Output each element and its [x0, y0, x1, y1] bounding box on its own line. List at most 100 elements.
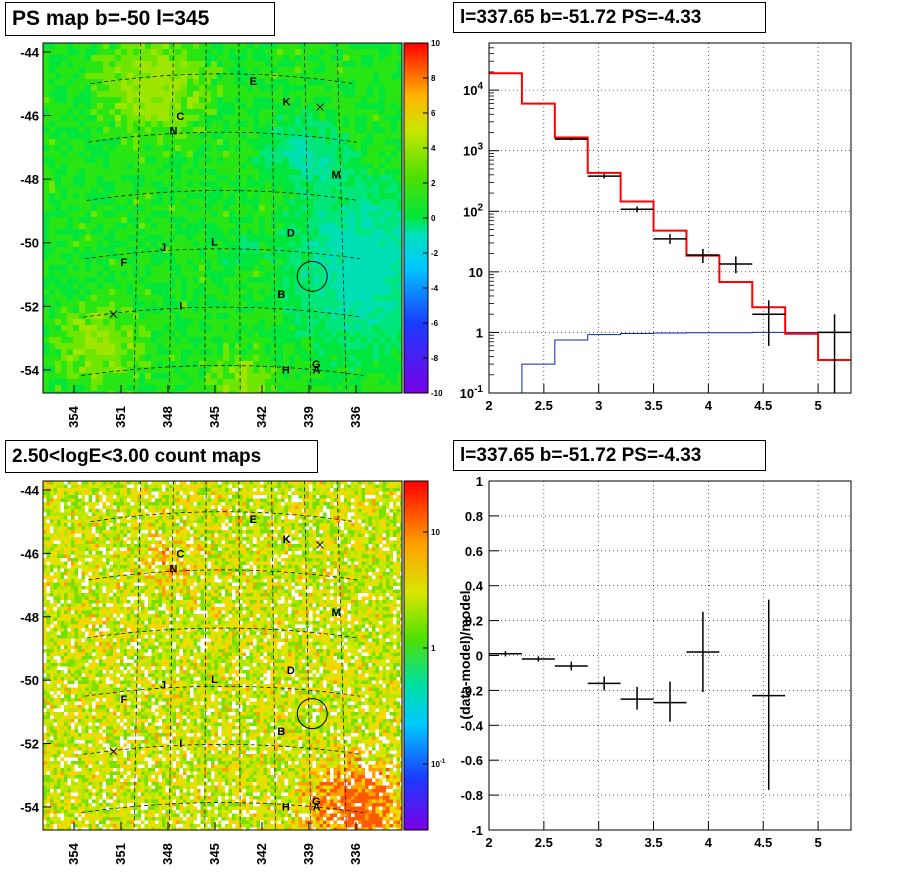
map-cell — [283, 277, 290, 284]
map-cell — [295, 509, 299, 513]
map-cell — [337, 319, 344, 326]
map-cell — [55, 79, 62, 86]
map-cell — [343, 373, 350, 380]
map-cell — [319, 109, 326, 116]
map-cell — [277, 379, 284, 386]
map-cell — [123, 498, 128, 503]
map-cell — [88, 523, 93, 527]
map-cell — [343, 271, 350, 278]
map-cell — [367, 265, 374, 272]
map-cell — [127, 109, 134, 116]
map-cell — [313, 301, 320, 308]
map-cell — [241, 385, 248, 392]
map-cell — [169, 211, 176, 218]
map-cell — [115, 247, 122, 254]
map-cell — [85, 121, 92, 128]
map-cell — [99, 523, 103, 527]
map-cell — [223, 163, 230, 170]
map-cell — [181, 109, 188, 116]
y-tick-label: 104 — [463, 81, 483, 98]
map-cell — [43, 193, 50, 200]
map-cell — [53, 484, 58, 489]
map-cell — [73, 157, 80, 164]
map-cell — [379, 367, 386, 374]
map-cell — [97, 85, 104, 92]
map-cell — [397, 265, 402, 272]
map-cell — [175, 61, 182, 68]
map-cell — [187, 307, 194, 314]
map-cell — [109, 163, 116, 170]
map-cell — [235, 163, 242, 170]
map-cell — [49, 241, 56, 248]
map-cell — [386, 505, 390, 510]
map-cell — [61, 55, 68, 62]
map-cell — [121, 175, 128, 182]
map-cell — [127, 169, 134, 176]
map-cell — [259, 115, 266, 122]
map-cell — [145, 325, 152, 332]
map-cell — [43, 127, 50, 134]
x-tick-label: 4 — [705, 398, 713, 413]
map-cell — [163, 367, 170, 374]
map-cell — [85, 391, 92, 393]
map-cell — [235, 283, 242, 290]
map-cell — [57, 509, 61, 513]
map-cell — [79, 211, 86, 218]
map-cell — [217, 139, 224, 146]
map-cell — [163, 103, 170, 110]
spectrum-plot-area — [489, 43, 851, 393]
map-cell — [43, 85, 50, 92]
map-cell — [349, 259, 356, 266]
map-cell — [253, 509, 257, 513]
map-cell — [43, 73, 50, 80]
map-cell — [73, 127, 80, 134]
map-cell — [53, 516, 58, 520]
map-cell — [397, 175, 402, 182]
map-cell — [355, 109, 362, 116]
map-cell — [91, 307, 98, 314]
map-cell — [169, 509, 173, 513]
map-cell — [344, 509, 348, 513]
map-cell — [319, 325, 326, 332]
map-cell — [325, 127, 332, 134]
map-cell — [43, 373, 50, 380]
map-cell — [145, 379, 152, 386]
map-cell — [349, 187, 356, 194]
map-cell — [307, 199, 314, 206]
map-cell — [121, 379, 128, 386]
map-cell — [43, 512, 47, 517]
map-cell — [55, 163, 62, 170]
map-cell — [97, 67, 104, 74]
map-cell — [205, 235, 212, 242]
map-cell — [301, 79, 308, 86]
map-cell — [120, 519, 124, 524]
map-cell — [130, 523, 135, 527]
map-cell — [351, 491, 355, 496]
map-cell — [361, 319, 368, 326]
map-cell — [151, 49, 158, 56]
map-cell — [169, 181, 176, 188]
map-cell — [55, 199, 62, 206]
map-cell — [379, 211, 386, 218]
map-cell — [217, 361, 224, 368]
map-cell — [253, 79, 260, 86]
map-cell — [344, 519, 348, 524]
map-cell — [355, 55, 362, 62]
map-cell — [91, 229, 98, 236]
map-cell — [148, 505, 152, 510]
map-cell — [121, 349, 128, 356]
map-cell — [55, 229, 62, 236]
map-cell — [137, 516, 142, 520]
map-cell — [139, 187, 146, 194]
map-cell — [205, 73, 212, 80]
map-cell — [361, 145, 368, 152]
map-cell — [313, 103, 320, 110]
map-cell — [367, 133, 374, 140]
map-cell — [217, 43, 224, 50]
map-cell — [319, 73, 326, 80]
map-cell — [295, 115, 302, 122]
map-cell — [229, 85, 236, 92]
map-cell — [337, 289, 344, 296]
map-cell — [127, 373, 134, 380]
map-cell — [367, 337, 374, 344]
